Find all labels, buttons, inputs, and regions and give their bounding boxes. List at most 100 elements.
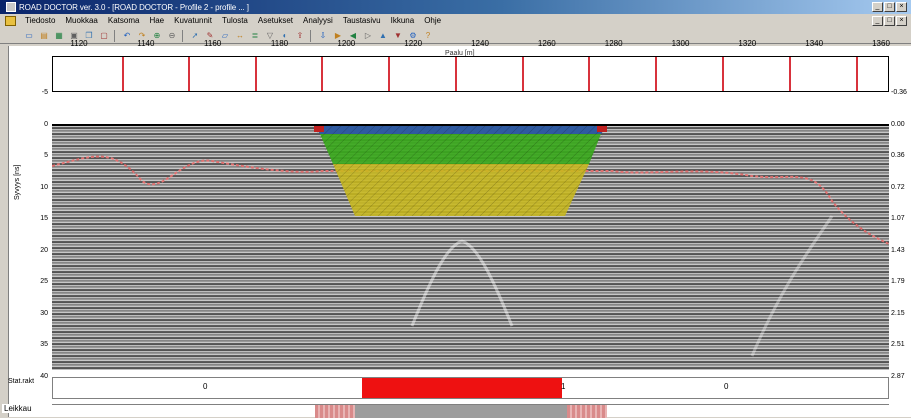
print-icon[interactable]: ▣ [70,30,78,40]
down-icon[interactable]: ▼ [394,30,402,40]
layers-icon[interactable]: ≣ [251,30,259,40]
hyperbola [410,215,834,357]
structure-row-bar[interactable] [52,377,889,399]
y-tick-label: 30 [40,309,48,317]
color-icon[interactable]: ◐ [282,30,288,40]
toolbar-separator [310,29,314,42]
chainage-marker[interactable] [188,57,190,91]
x-tick-label: 1220 [404,39,423,48]
radargram-overlay [52,126,889,357]
x-tick-label: 1260 [537,39,556,48]
menu-item-9[interactable]: Ikkuna [390,16,415,25]
paste-icon[interactable]: ▢ [100,30,108,40]
right-tick-label: 2.15 [891,309,905,317]
menu-item-7[interactable]: Analyysi [303,16,333,25]
highlighted-segment[interactable] [361,378,563,398]
right-end-marker [597,126,607,132]
zoom-out-icon[interactable]: ⊖ [168,30,176,40]
menu-item-8[interactable]: Taustasivu [342,16,381,25]
x-tick-label: 1320 [738,39,757,48]
maximize-button[interactable]: □ [884,2,895,12]
chainage-marker[interactable] [122,57,124,91]
measure-icon[interactable]: ↔ [236,30,244,40]
y-tick-label: 15 [40,215,48,222]
close-button[interactable]: × [896,2,907,12]
right-tick-label: 0.36 [891,152,905,159]
segment-label-middle: 1 [561,382,566,391]
chainage-marker[interactable] [722,57,724,91]
x-tick-label: 1140 [137,39,155,48]
chainage-ruler[interactable]: 1120 1140 1160 1180 1200 1220 1240 1260 1280 1300… [52,39,890,92]
y-tick-label: 25 [40,278,48,285]
y-tick-label: 35 [40,341,48,348]
menu-item-10[interactable]: Ohje [424,16,442,25]
mdi-controls: _ □ × [872,16,907,26]
open-folder-icon[interactable]: ▤ [40,30,48,40]
forward-icon[interactable]: ▷ [364,30,372,40]
eraser-icon[interactable]: ▱ [221,30,229,40]
redo-icon[interactable]: ↷ [138,30,146,40]
chainage-marker[interactable] [655,57,657,91]
bottom-pink-left [315,405,355,418]
x-tick-label: 1340 [805,39,824,48]
chainage-marker[interactable] [321,57,323,91]
menu-item-3[interactable]: Hae [149,16,165,25]
play-icon[interactable]: ▶ [334,30,342,40]
undo-icon[interactable]: ↶ [123,30,131,40]
mdi-restore-button[interactable]: □ [884,16,895,26]
menu-item-1[interactable]: Muokkaa [65,16,98,25]
left-end-marker [314,126,324,132]
import-icon[interactable]: ⇩ [319,30,327,40]
back-icon[interactable]: ◀ [349,30,357,40]
menu-item-5[interactable]: Tulosta [221,16,248,25]
menu-item-2[interactable]: Katsoma [107,16,140,25]
zoom-in-icon[interactable]: ⊕ [153,30,161,40]
window-title: ROAD DOCTOR ver. 3.0 - [ROAD DOCTOR - Pr… [19,2,249,12]
row-bar-label: Stat.rakt [8,378,35,385]
right-tick-label: -0.36 [891,89,907,96]
up-icon[interactable]: ▲ [379,30,387,40]
chainage-marker[interactable] [789,57,791,91]
toolbar-separator [114,29,118,42]
x-tick-label: 1280 [604,39,623,48]
minimize-button[interactable]: _ [872,2,883,12]
chainage-marker[interactable] [856,57,858,91]
chainage-marker[interactable] [255,57,257,91]
menu-bar: Tiedosto Muokkaa Katsoma Hae Kuvatunnit Tulos… [0,14,911,28]
filter-icon[interactable]: ▽ [266,30,274,40]
y-tick-label: 5 [44,152,48,159]
title-bar: ROAD DOCTOR ver. 3.0 - [ROAD DOCTOR - Pr… [0,0,911,14]
export-icon[interactable]: ⇪ [296,30,304,40]
chainage-marker[interactable] [455,57,457,91]
toolbar-separator [182,29,186,42]
segment-label-left: 0 [203,382,208,391]
right-tick-label: 1.79 [891,278,905,285]
menu-item-0[interactable]: Tiedosto [25,16,56,25]
chainage-marker[interactable] [588,57,590,91]
pointer-icon[interactable]: ➚ [191,30,199,40]
bottom-track[interactable] [52,404,889,418]
copy-icon[interactable]: ❐ [85,30,93,40]
mdi-minimize-button[interactable]: _ [872,16,883,26]
y-axis-title: Syvyys [ns] [14,164,21,200]
chainage-marker[interactable] [388,57,390,91]
position-axis-label: Paalu [m] [445,50,475,57]
window-controls: _ □ × [872,2,907,12]
pen-icon[interactable]: ✎ [206,30,214,40]
menu-item-6[interactable]: Asetukset [257,16,294,25]
y-tick-label: 20 [40,246,48,254]
surface-line [52,124,889,126]
right-tick-label: 0.00 [891,120,905,128]
app-icon [6,2,16,12]
save-icon[interactable]: ▦ [55,30,63,40]
document-icon[interactable] [5,16,16,26]
segment-label-right: 0 [724,382,729,391]
chainage-marker[interactable] [522,57,524,91]
radargram[interactable] [52,126,889,370]
help-icon[interactable]: ? [425,30,431,40]
settings-icon[interactable]: ⚙ [409,30,417,40]
mdi-close-button[interactable]: × [896,16,907,26]
menu-item-4[interactable]: Kuvatunnit [174,16,212,25]
new-file-icon[interactable]: ▭ [25,30,33,40]
